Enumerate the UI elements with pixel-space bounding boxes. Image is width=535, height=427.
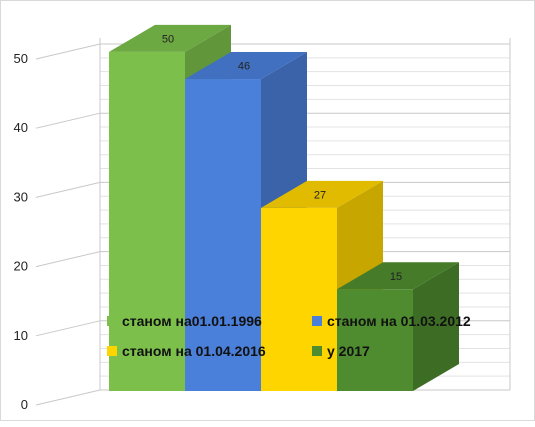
data-label-3: 27 <box>314 189 326 201</box>
legend-label-2: станом на 01.03.2012 <box>327 313 471 329</box>
side-gridline-5 <box>35 43 101 60</box>
bar-top-3 <box>261 180 383 208</box>
y-tick-label-3: 30 <box>14 189 28 204</box>
legend-swatch-3 <box>107 346 117 356</box>
legend: станом на01.01.1996 станом на 01.03.2012… <box>107 313 497 359</box>
side-gridline-1 <box>35 320 101 337</box>
side-gridline-4 <box>35 112 101 129</box>
data-label-2: 46 <box>238 61 250 73</box>
legend-swatch-1 <box>107 316 117 326</box>
legend-item-3: станом на 01.04.2016 <box>107 343 312 359</box>
legend-item-4: у 2017 <box>312 343 497 359</box>
y-tick-label-4: 40 <box>14 120 28 135</box>
data-label-4: 15 <box>390 271 402 283</box>
bar-top-4 <box>337 262 459 290</box>
bar-front-4 <box>337 289 413 391</box>
legend-label-1: станом на01.01.1996 <box>122 313 262 329</box>
legend-item-1: станом на01.01.1996 <box>107 313 312 329</box>
legend-swatch-4 <box>312 346 322 356</box>
bar-front-3 <box>261 207 337 391</box>
legend-swatch-2 <box>312 316 322 326</box>
y-tick-label-0: 0 <box>21 397 28 412</box>
data-label-1: 50 <box>162 33 174 45</box>
y-tick-label-1: 10 <box>14 328 28 343</box>
y-tick-label-2: 20 <box>14 259 28 274</box>
bar-side-4 <box>413 262 459 391</box>
bar-top-2 <box>185 52 307 80</box>
bar-front-2 <box>185 79 261 392</box>
bar-top-1 <box>109 24 231 52</box>
side-gridline-0 <box>35 389 101 406</box>
legend-label-4: у 2017 <box>327 343 370 359</box>
legend-label-3: станом на 01.04.2016 <box>122 343 266 359</box>
y-tick-label-5: 50 <box>14 51 28 66</box>
side-gridline-2 <box>35 251 101 268</box>
bar-front-1 <box>109 51 185 392</box>
legend-item-2: станом на 01.03.2012 <box>312 313 497 329</box>
side-gridline-3 <box>35 181 101 198</box>
